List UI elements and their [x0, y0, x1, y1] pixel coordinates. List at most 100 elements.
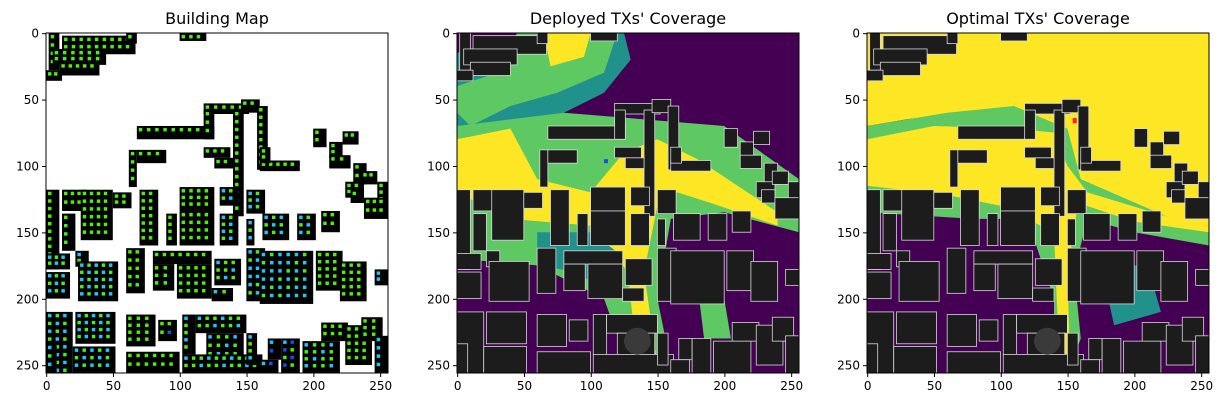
building-marker: [135, 283, 139, 287]
building-marker: [286, 285, 290, 290]
building-marker: [147, 127, 151, 132]
building-marker: [138, 151, 143, 156]
building-overlay: [457, 343, 469, 373]
building-marker: [302, 269, 307, 273]
building-marker: [235, 167, 239, 171]
building-overlay: [563, 263, 586, 292]
building-marker: [194, 252, 198, 257]
y-tick-label: 150: [427, 226, 450, 240]
building-marker: [94, 44, 99, 49]
building-marker: [278, 293, 282, 298]
building-marker: [255, 282, 260, 287]
building-marker: [255, 258, 260, 262]
building-marker: [48, 337, 52, 341]
building-marker: [204, 202, 209, 206]
building-marker: [63, 337, 67, 341]
building-marker: [191, 356, 196, 360]
building-marker: [255, 191, 260, 196]
building-marker: [154, 281, 159, 285]
building-marker: [261, 155, 266, 159]
building-footprint: [46, 343, 57, 373]
building-marker: [207, 356, 211, 360]
building-marker: [160, 330, 164, 334]
building-marker: [145, 316, 149, 321]
building-marker: [68, 64, 73, 68]
building-marker: [255, 250, 260, 254]
building-overlay: [483, 346, 527, 373]
building-overlay: [550, 189, 570, 246]
building-marker: [223, 275, 228, 280]
coverage-region-yellow: [867, 126, 1209, 373]
building-marker: [317, 274, 322, 278]
building-marker: [141, 191, 145, 196]
y-tick-label: 150: [16, 226, 39, 240]
building-marker: [152, 353, 157, 358]
building-marker: [269, 340, 274, 344]
building-marker: [347, 183, 351, 188]
building-marker: [213, 316, 217, 321]
y-tick-label: 0: [31, 27, 39, 41]
building-marker: [161, 353, 165, 358]
building-marker: [325, 267, 329, 271]
y-tick-label: 250: [837, 359, 860, 373]
building-marker: [235, 119, 239, 124]
building-marker: [189, 220, 193, 225]
building-marker: [163, 266, 168, 270]
x-tick-label: 0: [454, 379, 462, 393]
building-marker: [269, 252, 274, 257]
building-marker: [97, 348, 102, 352]
building-marker: [63, 345, 67, 349]
building-marker: [231, 275, 235, 280]
building-marker: [108, 292, 113, 296]
building-marker: [229, 356, 234, 360]
building-marker: [259, 137, 263, 142]
building-marker: [229, 222, 233, 227]
building-marker: [216, 351, 221, 356]
building-marker: [204, 228, 209, 232]
building-marker: [294, 260, 299, 265]
building-marker: [290, 363, 294, 367]
building-marker: [286, 269, 290, 273]
building-marker: [339, 157, 344, 161]
building-marker: [248, 282, 252, 287]
building-marker: [136, 353, 140, 358]
building-marker: [103, 191, 108, 196]
building-marker: [74, 348, 79, 352]
building-marker: [125, 44, 130, 49]
building-footprint: [203, 110, 215, 140]
building-marker: [376, 337, 381, 342]
building-marker: [77, 334, 81, 339]
x-tick-label: 250: [1190, 379, 1213, 393]
building-marker: [77, 200, 81, 204]
building-marker: [372, 208, 377, 212]
building-overlay: [568, 319, 589, 342]
building-marker: [141, 213, 145, 218]
building-marker: [213, 323, 217, 328]
building-marker: [278, 252, 282, 257]
building-marker: [94, 284, 98, 289]
building-marker: [89, 207, 94, 211]
x-tick-label: 50: [517, 379, 532, 393]
building-marker: [64, 37, 68, 42]
building-marker: [167, 330, 172, 334]
building-marker: [330, 331, 335, 336]
building-marker: [235, 182, 239, 187]
building-overlay: [1080, 146, 1092, 164]
building-overlay: [707, 213, 728, 241]
axis-ticks: 0 0 50 50 100 100 150 150 200 200 250 250: [16, 27, 392, 393]
building-marker: [248, 228, 252, 232]
building-overlay: [882, 213, 897, 252]
building-marker: [357, 263, 361, 267]
building-marker: [347, 348, 351, 353]
building-overlay: [1000, 210, 1036, 246]
building-marker: [279, 230, 284, 235]
building-marker: [341, 263, 346, 267]
building-marker: [136, 323, 141, 327]
building-marker: [221, 215, 226, 220]
building-marker: [325, 274, 329, 278]
building-marker: [70, 191, 75, 196]
building-marker: [255, 266, 260, 270]
building-marker: [108, 277, 113, 282]
building-marker: [97, 363, 102, 367]
panel-title: Deployed TXs' Coverage: [530, 9, 726, 28]
